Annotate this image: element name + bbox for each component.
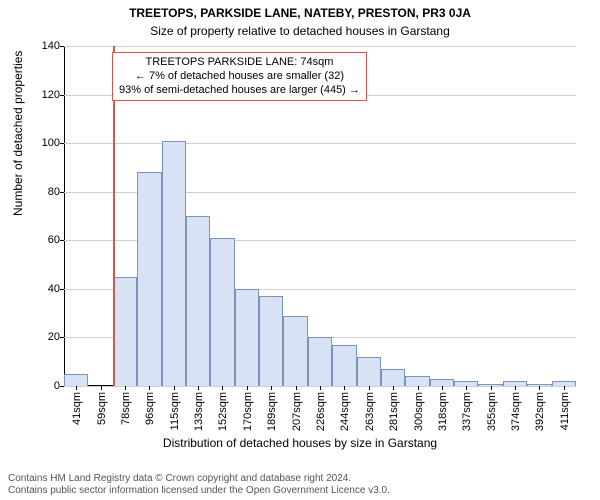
histogram-bar xyxy=(137,172,161,386)
histogram-bar xyxy=(308,337,332,386)
histogram-bar xyxy=(332,345,356,386)
x-tick-mark xyxy=(296,386,297,390)
x-tick-mark xyxy=(369,386,370,390)
x-tick-label: 115sqm xyxy=(167,392,181,430)
grid-line xyxy=(64,143,576,144)
chart-subtitle: Size of property relative to detached ho… xyxy=(0,24,600,38)
x-tick-label: 59sqm xyxy=(94,392,108,425)
histogram-bar xyxy=(113,277,137,386)
histogram-bar xyxy=(235,289,259,386)
histogram-bar xyxy=(283,316,307,386)
x-axis-label: Distribution of detached houses by size … xyxy=(0,436,600,450)
y-axis-line xyxy=(64,46,65,386)
x-tick-label: 207sqm xyxy=(289,392,303,431)
x-tick-label: 281sqm xyxy=(386,392,400,431)
y-tick-label: 40 xyxy=(34,283,64,295)
histogram-bar xyxy=(357,357,381,386)
x-tick-mark xyxy=(149,386,150,390)
x-tick-label: 170sqm xyxy=(240,392,254,431)
y-tick-label: 140 xyxy=(34,40,64,52)
x-tick-label: 96sqm xyxy=(142,392,156,425)
x-tick-mark xyxy=(515,386,516,390)
x-tick-label: 355sqm xyxy=(484,392,498,431)
histogram-bar xyxy=(259,296,283,386)
license-text: Contains HM Land Registry data © Crown c… xyxy=(8,473,592,496)
x-tick-label: 78sqm xyxy=(118,392,132,425)
y-tick-label: 100 xyxy=(34,137,64,149)
grid-line xyxy=(64,46,576,47)
histogram-bar xyxy=(186,216,210,386)
x-tick-label: 133sqm xyxy=(191,392,205,431)
plot-area: 02040608010012014041sqm59sqm78sqm96sqm11… xyxy=(64,46,576,386)
x-tick-mark xyxy=(320,386,321,390)
license-line-1: Contains HM Land Registry data © Crown c… xyxy=(8,473,592,485)
y-tick-label: 80 xyxy=(34,186,64,198)
x-tick-label: 189sqm xyxy=(264,392,278,431)
x-tick-mark xyxy=(564,386,565,390)
x-tick-mark xyxy=(393,386,394,390)
x-tick-mark xyxy=(466,386,467,390)
x-tick-mark xyxy=(271,386,272,390)
x-tick-label: 392sqm xyxy=(532,392,546,431)
x-tick-mark xyxy=(442,386,443,390)
annotation-box: TREETOPS PARKSIDE LANE: 74sqm← 7% of det… xyxy=(112,52,367,101)
x-tick-mark xyxy=(222,386,223,390)
x-tick-mark xyxy=(198,386,199,390)
x-tick-mark xyxy=(101,386,102,390)
y-tick-label: 20 xyxy=(34,331,64,343)
histogram-bar xyxy=(405,376,429,386)
x-tick-label: 300sqm xyxy=(411,392,425,431)
histogram-bar xyxy=(162,141,186,386)
y-axis-label: Number of detached properties xyxy=(11,51,25,216)
x-tick-mark xyxy=(76,386,77,390)
x-tick-mark xyxy=(418,386,419,390)
x-tick-label: 411sqm xyxy=(557,392,571,430)
x-tick-mark xyxy=(247,386,248,390)
x-tick-mark xyxy=(125,386,126,390)
annotation-line: ← 7% of detached houses are smaller (32) xyxy=(119,70,360,84)
y-tick-label: 0 xyxy=(34,380,64,392)
x-tick-label: 374sqm xyxy=(508,392,522,431)
x-tick-label: 337sqm xyxy=(459,392,473,431)
histogram-bar xyxy=(210,238,234,386)
x-tick-label: 226sqm xyxy=(313,392,327,431)
x-tick-mark xyxy=(491,386,492,390)
x-tick-label: 244sqm xyxy=(337,392,351,431)
histogram-bar xyxy=(430,379,454,386)
x-tick-label: 152sqm xyxy=(215,392,229,431)
license-line-2: Contains public sector information licen… xyxy=(8,485,592,497)
annotation-line: TREETOPS PARKSIDE LANE: 74sqm xyxy=(119,56,360,70)
histogram-bar xyxy=(64,374,88,386)
x-tick-mark xyxy=(539,386,540,390)
histogram-bar xyxy=(381,369,405,386)
y-tick-label: 60 xyxy=(34,234,64,246)
y-tick-label: 120 xyxy=(34,89,64,101)
property-size-histogram: TREETOPS, PARKSIDE LANE, NATEBY, PRESTON… xyxy=(0,0,600,500)
chart-title: TREETOPS, PARKSIDE LANE, NATEBY, PRESTON… xyxy=(0,6,600,20)
x-tick-label: 318sqm xyxy=(435,392,449,431)
x-tick-label: 41sqm xyxy=(69,392,83,425)
annotation-line: 93% of semi-detached houses are larger (… xyxy=(119,84,360,98)
x-tick-mark xyxy=(344,386,345,390)
x-tick-mark xyxy=(174,386,175,390)
x-tick-label: 263sqm xyxy=(362,392,376,431)
